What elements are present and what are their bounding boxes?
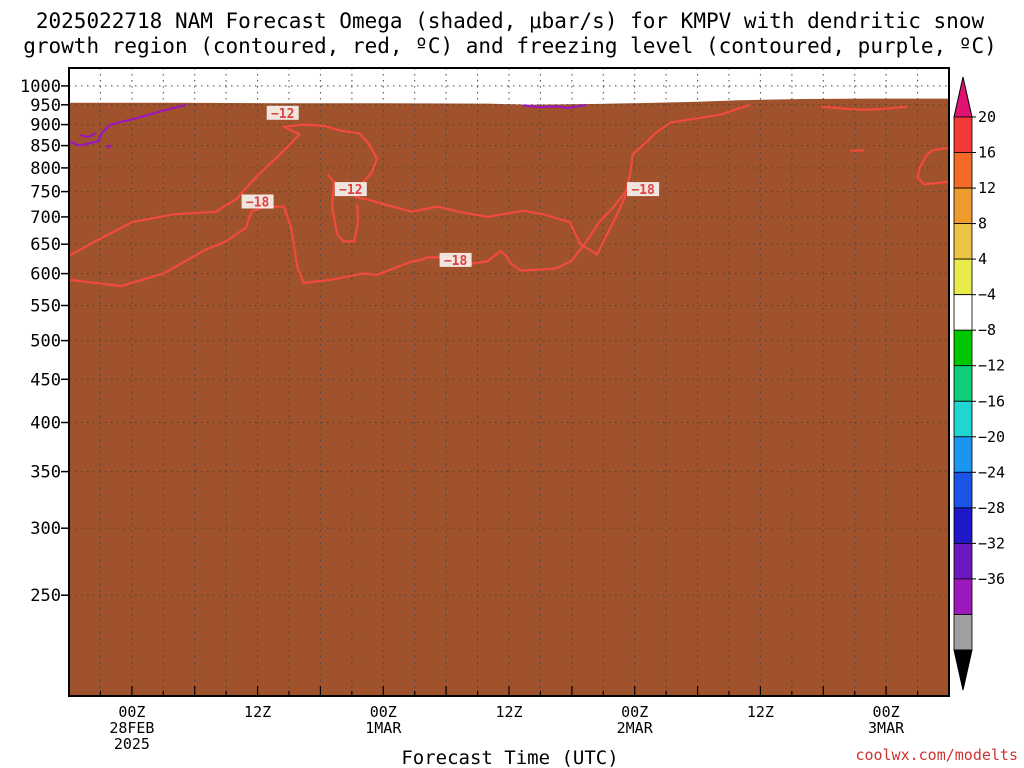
contour-label-bg-2 <box>266 105 299 120</box>
y-tick-label-1000: 1000 <box>20 77 61 97</box>
grid-lines <box>68 68 950 696</box>
colorbar-label-2: 12 <box>978 179 996 197</box>
y-tick-label-500: 500 <box>30 332 61 352</box>
omega-colorbar: 20 16 12 8 4 −4 −8 −12 −16 −20 −24 −28 −32 −36 <box>953 76 1005 691</box>
colorbar-label-7: −12 <box>978 357 1005 375</box>
colorbar-band-0 <box>953 116 973 153</box>
colorbar-band-8 <box>953 400 973 438</box>
title-line-1: 2025022718 NAM Forecast Omega (shaded, μ… <box>36 9 985 33</box>
terrain-fill <box>69 98 949 697</box>
dgz-contour-1 <box>68 186 631 288</box>
colorbar-band-7 <box>953 365 973 402</box>
y-tick-label-250: 250 <box>30 586 61 606</box>
x-tick-label-42-0: 12Z <box>495 703 522 721</box>
x-axis-label: Forecast Time (UTC) <box>401 747 618 768</box>
y-tick-label-700: 700 <box>30 208 61 228</box>
y-tick-label-400: 400 <box>30 414 61 434</box>
colorbar-band-4 <box>953 258 973 296</box>
chart-title: 2025022718 NAM Forecast Omega (shaded, μ… <box>23 9 997 58</box>
x-tick-label-54-0: 00Z <box>621 703 648 721</box>
y-tick-label-900: 900 <box>30 116 61 136</box>
x-tick-label-6-0: 00Z <box>118 703 145 721</box>
contour-label-bg-3 <box>439 252 472 267</box>
colorbar-band-3 <box>953 223 973 260</box>
title-line-2: growth region (contoured, red, ºC) and f… <box>23 34 997 58</box>
x-tick-label-6-2: 2025 <box>114 735 150 753</box>
freezing-level-contours <box>68 103 587 149</box>
y-tick-label-350: 350 <box>30 463 61 483</box>
colorbar-band-10 <box>953 471 973 509</box>
x-tick-label-18-0: 12Z <box>244 703 271 721</box>
dgz-contour-4 <box>916 146 950 186</box>
colorbar-band-11 <box>953 507 973 544</box>
colorbar-band-13 <box>953 578 973 615</box>
contour-label-1: −12 <box>339 183 362 198</box>
x-tick-label-66-0: 12Z <box>747 703 774 721</box>
contour-label-3: −18 <box>444 254 468 269</box>
freezing-contour-1 <box>80 131 97 139</box>
colorbar-top-arrow <box>953 76 973 118</box>
colorbar-label-10: −24 <box>978 463 1005 481</box>
colorbar-label-6: −8 <box>978 321 996 339</box>
colorbar-band-5 <box>953 294 973 331</box>
colorbar-label-13: −36 <box>978 570 1005 588</box>
colorbar-label-5: −4 <box>978 286 996 304</box>
colorbar-label-9: −20 <box>978 428 1005 446</box>
y-tick-label-850: 850 <box>30 137 61 157</box>
contour-label-4: −18 <box>631 183 655 198</box>
colorbar-label-1: 16 <box>978 144 996 162</box>
contour-labels: −18 −12 −12 −18 −18 <box>241 105 660 269</box>
colorbar-band-9 <box>953 436 973 473</box>
colorbar-band-12 <box>953 543 973 580</box>
y-tick-label-800: 800 <box>30 159 61 179</box>
colorbar-label-4: 4 <box>978 250 987 268</box>
credit-text: coolwx.com/modelts <box>855 746 1018 764</box>
colorbar-bottom-arrow <box>953 649 973 691</box>
freezing-contour-2 <box>522 103 587 110</box>
colorbar-label-8: −16 <box>978 392 1005 410</box>
y-tick-label-950: 950 <box>30 96 61 116</box>
colorbar-label-11: −28 <box>978 499 1005 517</box>
y-tick-label-550: 550 <box>30 297 61 317</box>
freezing-speck <box>106 144 111 149</box>
terrain-area <box>69 98 949 697</box>
y-tick-label-450: 450 <box>30 370 61 390</box>
colorbar-label-0: 20 <box>978 108 996 126</box>
contour-label-0: −18 <box>246 196 270 211</box>
colorbar-band-14 <box>953 614 973 651</box>
x-tick-label-30-1: 1MAR <box>365 719 402 737</box>
colorbar-band-6 <box>953 329 973 367</box>
dgz-contour-3 <box>821 105 908 111</box>
x-tick-label-30-0: 00Z <box>370 703 397 721</box>
y-tick-label-650: 650 <box>30 235 61 255</box>
contour-label-bg-0 <box>241 194 274 209</box>
x-tick-label-6-1: 28FEB <box>109 719 154 737</box>
x-tick-label-54-1: 2MAR <box>617 719 654 737</box>
dendritic-growth-contours <box>68 103 950 288</box>
contour-label-bg-4 <box>627 182 660 197</box>
pressure-axis: 2503003504004505005506006507007508008509… <box>20 77 69 606</box>
dgz-contour-2 <box>326 174 360 243</box>
colorbar-band-2 <box>953 187 973 225</box>
contour-label-2: −12 <box>271 107 294 122</box>
x-tick-label-78-0: 00Z <box>873 703 900 721</box>
colorbar-band-1 <box>953 152 973 189</box>
y-tick-label-750: 750 <box>30 183 61 203</box>
y-tick-label-300: 300 <box>30 519 61 539</box>
y-tick-label-600: 600 <box>30 265 61 285</box>
colorbar-label-3: 8 <box>978 215 987 233</box>
x-tick-label-78-1: 3MAR <box>868 719 905 737</box>
freezing-contour-0 <box>68 103 187 147</box>
contour-label-bg-1 <box>334 182 367 197</box>
colorbar-label-12: −32 <box>978 534 1005 552</box>
